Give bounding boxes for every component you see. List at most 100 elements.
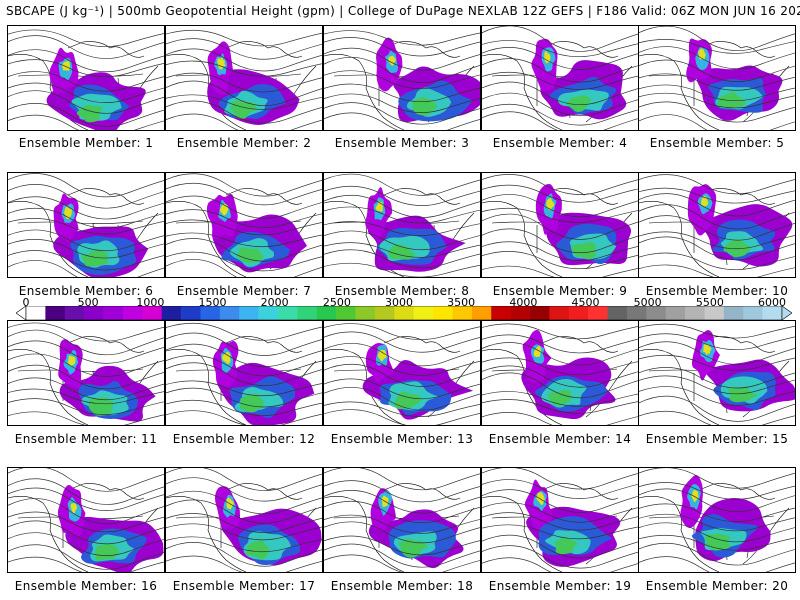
height-contour xyxy=(166,499,322,524)
height-contour xyxy=(639,73,795,91)
height-contour xyxy=(166,232,322,248)
height-contour xyxy=(482,391,638,407)
height-contour xyxy=(324,409,480,425)
ensemble-member-label: Ensemble Member: 1 xyxy=(18,136,154,150)
cape-shading xyxy=(226,497,234,510)
map-frame xyxy=(323,320,481,426)
height-contour xyxy=(639,101,795,123)
height-contour xyxy=(324,480,480,503)
ensemble-map xyxy=(639,26,795,130)
ensemble-member-label: Ensemble Member: 20 xyxy=(645,579,789,593)
colorbar-max-arrow xyxy=(781,306,792,320)
height-contour xyxy=(639,341,795,365)
height-contour xyxy=(324,221,480,236)
map-frame xyxy=(323,25,481,131)
height-contour xyxy=(639,204,795,230)
height-contour xyxy=(8,82,164,103)
height-contour xyxy=(639,215,795,241)
colorbar-tick-label: 3500 xyxy=(447,296,476,309)
height-contour xyxy=(8,478,164,505)
ensemble-member-label: Ensemble Member: 17 xyxy=(172,579,316,593)
colorbar-segment xyxy=(452,306,473,320)
height-contour xyxy=(324,554,480,572)
height-contour xyxy=(166,72,322,93)
height-contour xyxy=(8,329,164,356)
colorbar-tick-label: 5000 xyxy=(633,296,662,309)
cape-shading xyxy=(533,345,541,357)
map-frame xyxy=(165,25,323,131)
height-contour xyxy=(8,468,164,492)
map-frame xyxy=(323,467,481,573)
height-contour xyxy=(8,173,164,198)
height-contour xyxy=(482,489,638,513)
colorbar-tick-label: 4500 xyxy=(571,296,600,309)
ensemble-member-label: Ensemble Member: 15 xyxy=(645,432,789,446)
height-contour xyxy=(8,498,164,525)
height-contour xyxy=(482,47,638,70)
colorbar-segment xyxy=(316,306,337,320)
colorbar-segment xyxy=(549,306,570,320)
height-contour xyxy=(8,532,164,556)
ensemble-map xyxy=(166,29,322,130)
height-contour xyxy=(324,194,480,218)
cape-shading xyxy=(566,95,591,113)
height-contour xyxy=(639,410,795,425)
height-contour xyxy=(8,322,164,342)
cape-shading xyxy=(70,503,78,514)
height-contour xyxy=(639,367,795,389)
ensemble-member-label: Ensemble Member: 11 xyxy=(14,432,158,446)
colorbar-segment xyxy=(161,306,182,320)
height-contour xyxy=(639,395,795,422)
height-contour xyxy=(166,238,322,262)
height-contour xyxy=(324,102,480,125)
cape-shading xyxy=(222,351,231,365)
height-contour xyxy=(8,353,164,377)
height-contour xyxy=(8,544,164,570)
cape-shading xyxy=(570,242,597,260)
colorbar-segment xyxy=(530,306,550,320)
height-contour xyxy=(8,411,164,425)
colorbar-segment xyxy=(181,306,201,320)
height-contour xyxy=(324,378,480,400)
height-contour xyxy=(8,520,164,545)
height-contour xyxy=(482,228,638,254)
height-contour xyxy=(166,399,322,416)
map-title: SBCAPE (J kg⁻¹) | 500mb Geopotential Hei… xyxy=(6,4,800,18)
ensemble-member-label: Ensemble Member: 6 xyxy=(18,284,154,298)
colorbar-segment xyxy=(64,306,85,320)
map-frame xyxy=(7,25,165,131)
colorbar-segment xyxy=(336,306,356,320)
height-contour xyxy=(639,59,795,82)
ensemble-map xyxy=(8,173,164,277)
map-frame xyxy=(638,320,796,426)
height-contour xyxy=(324,331,480,353)
height-contour xyxy=(482,512,638,531)
colorbar-segment xyxy=(723,306,744,320)
height-contour xyxy=(324,185,480,206)
cape-shading xyxy=(245,540,270,560)
height-contour xyxy=(639,26,795,52)
height-contour xyxy=(639,354,795,371)
colorbar-segment xyxy=(646,306,666,320)
colorbar-segment xyxy=(142,306,162,320)
ensemble-map xyxy=(324,30,480,130)
height-contour xyxy=(8,229,164,252)
ensemble-member-label: Ensemble Member: 2 xyxy=(176,136,312,150)
height-contour xyxy=(324,514,480,534)
height-contour xyxy=(8,398,164,415)
map-frame xyxy=(165,172,323,278)
height-contour xyxy=(639,386,795,406)
height-contour xyxy=(324,342,480,367)
ensemble-map xyxy=(639,174,795,277)
cape-shading xyxy=(703,344,712,356)
height-contour xyxy=(639,231,795,250)
height-contour xyxy=(166,523,322,541)
height-contour xyxy=(324,323,480,340)
height-contour xyxy=(8,35,164,59)
colorbar-segment xyxy=(84,306,104,320)
height-contour xyxy=(166,259,322,277)
height-contour xyxy=(482,479,638,499)
map-frame xyxy=(7,172,165,278)
height-contour xyxy=(324,386,480,411)
